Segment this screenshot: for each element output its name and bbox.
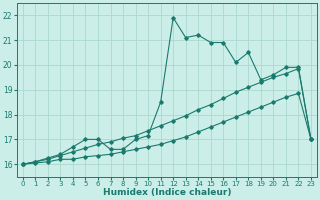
X-axis label: Humidex (Indice chaleur): Humidex (Indice chaleur) xyxy=(103,188,231,197)
